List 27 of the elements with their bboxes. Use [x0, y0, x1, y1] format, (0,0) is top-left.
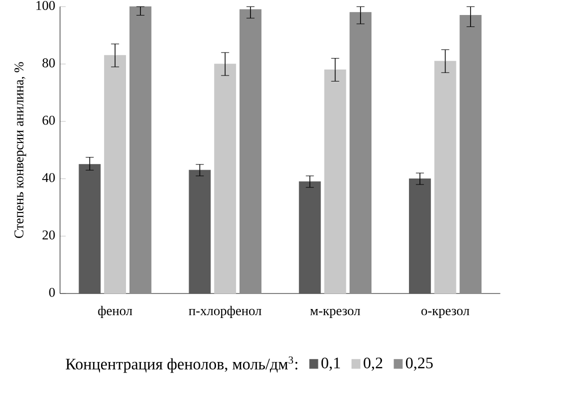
- legend-label: 0,1: [321, 358, 340, 371]
- bar: [460, 15, 482, 294]
- legend-label: 0,2: [364, 358, 382, 371]
- y-tick-label: 60: [42, 116, 55, 125]
- y-axis-title: Степень конверсии анилина, %: [14, 62, 26, 238]
- x-tick-label: о-крезол: [421, 308, 470, 318]
- bar: [214, 64, 236, 294]
- bar: [129, 6, 152, 294]
- x-tick-label: п-хлорфенол: [188, 306, 262, 318]
- bar: [350, 12, 372, 294]
- y-tick-label: 80: [42, 58, 55, 68]
- bar: [240, 9, 262, 294]
- legend-title: Концентрация фенолов, моль/дм$^{3}$:: [66, 356, 298, 373]
- x-tick-label: фенол: [98, 306, 132, 318]
- y-tick-label: 100: [36, 1, 55, 10]
- x-tick-label: м-крезол: [310, 308, 360, 318]
- y-tick-label: 40: [42, 173, 55, 182]
- bar: [78, 164, 101, 294]
- y-tick-label: 0: [49, 288, 55, 297]
- bar: [408, 178, 431, 294]
- bar: [434, 60, 456, 294]
- bar: [324, 70, 346, 294]
- bar: [188, 170, 211, 294]
- bar: [104, 55, 126, 294]
- legend-label: 0,25: [406, 358, 433, 371]
- bar: [298, 181, 321, 294]
- y-tick-label: 20: [42, 230, 55, 240]
